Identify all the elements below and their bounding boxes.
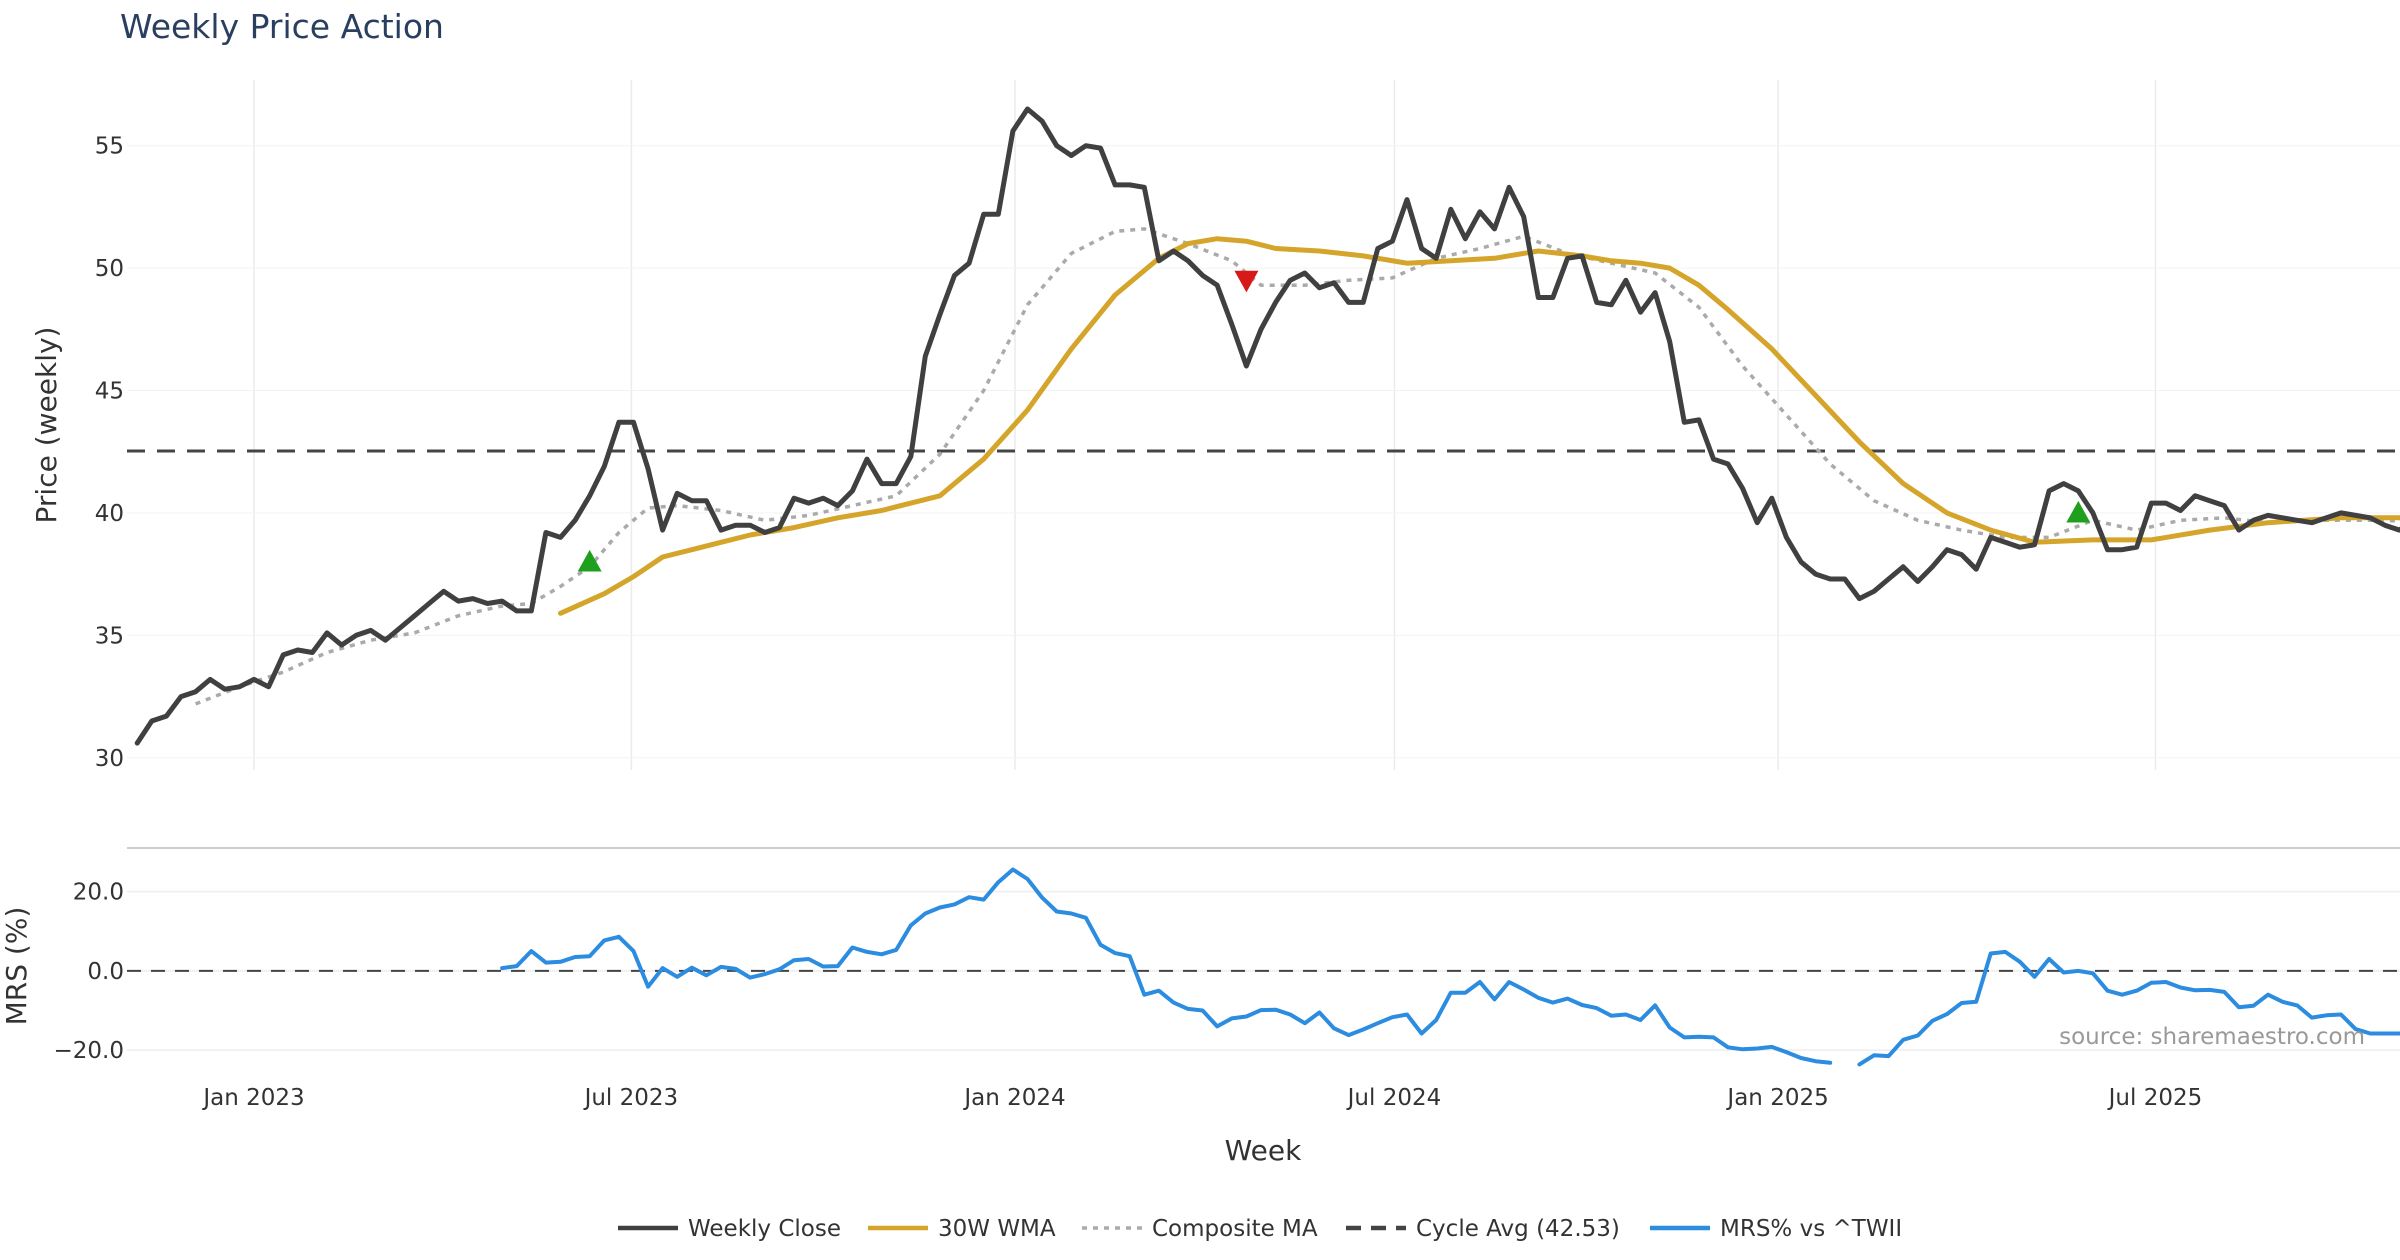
mrs-y-axis-title: MRS (%): [0, 907, 33, 1026]
price-series-group: [134, 106, 2400, 746]
legend-label: Composite MA: [1152, 1216, 1318, 1242]
price-y-tick-label: 55: [95, 134, 124, 160]
price-y-tick-label: 50: [95, 256, 124, 282]
mrs-line: [500, 867, 1833, 1065]
price-y-tick-label: 45: [95, 379, 124, 405]
sell-signal-marker: [1234, 270, 1259, 293]
legend-label: Weekly Close: [688, 1216, 841, 1242]
legend: Weekly Close 30W WMA Composite MA Cycle Avg…: [618, 1216, 1902, 1242]
mrs-y-tick-label: 0.0: [87, 959, 124, 985]
x-axis-title: Week: [1225, 1134, 1302, 1167]
mrs-y-tick-label: 20.0: [73, 880, 124, 906]
x-tick-label: Jan 2024: [962, 1085, 1065, 1111]
signal-markers: [577, 270, 2091, 572]
weekly-close-line: [134, 106, 2400, 746]
30w-wma-line: [558, 236, 2400, 616]
x-axis: Jan 2023 Jul 2023 Jan 2024 Jul 2024 Jan 2025…: [201, 1085, 2202, 1111]
legend-item: MRS% vs ^TWII: [1650, 1216, 1902, 1242]
chart-title: Weekly Price Action: [120, 7, 444, 46]
mrs-y-axis: 20.0 0.0 −20.0: [54, 880, 124, 1064]
legend-item: Composite MA: [1082, 1216, 1318, 1242]
mrs-series-group: [500, 867, 2400, 1067]
buy-signal-marker: [2066, 500, 2091, 523]
x-tick-label: Jan 2023: [201, 1085, 304, 1111]
x-tick-label: Jan 2025: [1725, 1085, 1828, 1111]
legend-label: Cycle Avg (42.53): [1416, 1216, 1620, 1242]
price-y-tick-label: 40: [95, 501, 124, 527]
buy-signal-marker: [577, 549, 602, 572]
source-note: source: sharemaestro.com: [2059, 1024, 2365, 1050]
price-y-axis-title: Price (weekly): [30, 327, 63, 524]
x-tick-label: Jul 2023: [583, 1085, 679, 1111]
mrs-line: [1857, 949, 2400, 1067]
price-y-tick-label: 30: [95, 746, 124, 772]
price-panel-grid: [127, 80, 2400, 770]
legend-label: 30W WMA: [938, 1216, 1056, 1242]
legend-label: MRS% vs ^TWII: [1720, 1216, 1902, 1242]
legend-item: 30W WMA: [868, 1216, 1056, 1242]
price-y-tick-label: 35: [95, 623, 124, 649]
legend-item: Cycle Avg (42.53): [1346, 1216, 1620, 1242]
legend-item: Weekly Close: [618, 1216, 841, 1242]
x-tick-label: Jul 2025: [2107, 1085, 2203, 1111]
x-tick-label: Jul 2024: [1346, 1085, 1442, 1111]
composite-ma-line: [194, 227, 2400, 706]
mrs-y-tick-label: −20.0: [54, 1038, 124, 1064]
price-y-axis: 30 35 40 45 50 55: [95, 134, 124, 772]
